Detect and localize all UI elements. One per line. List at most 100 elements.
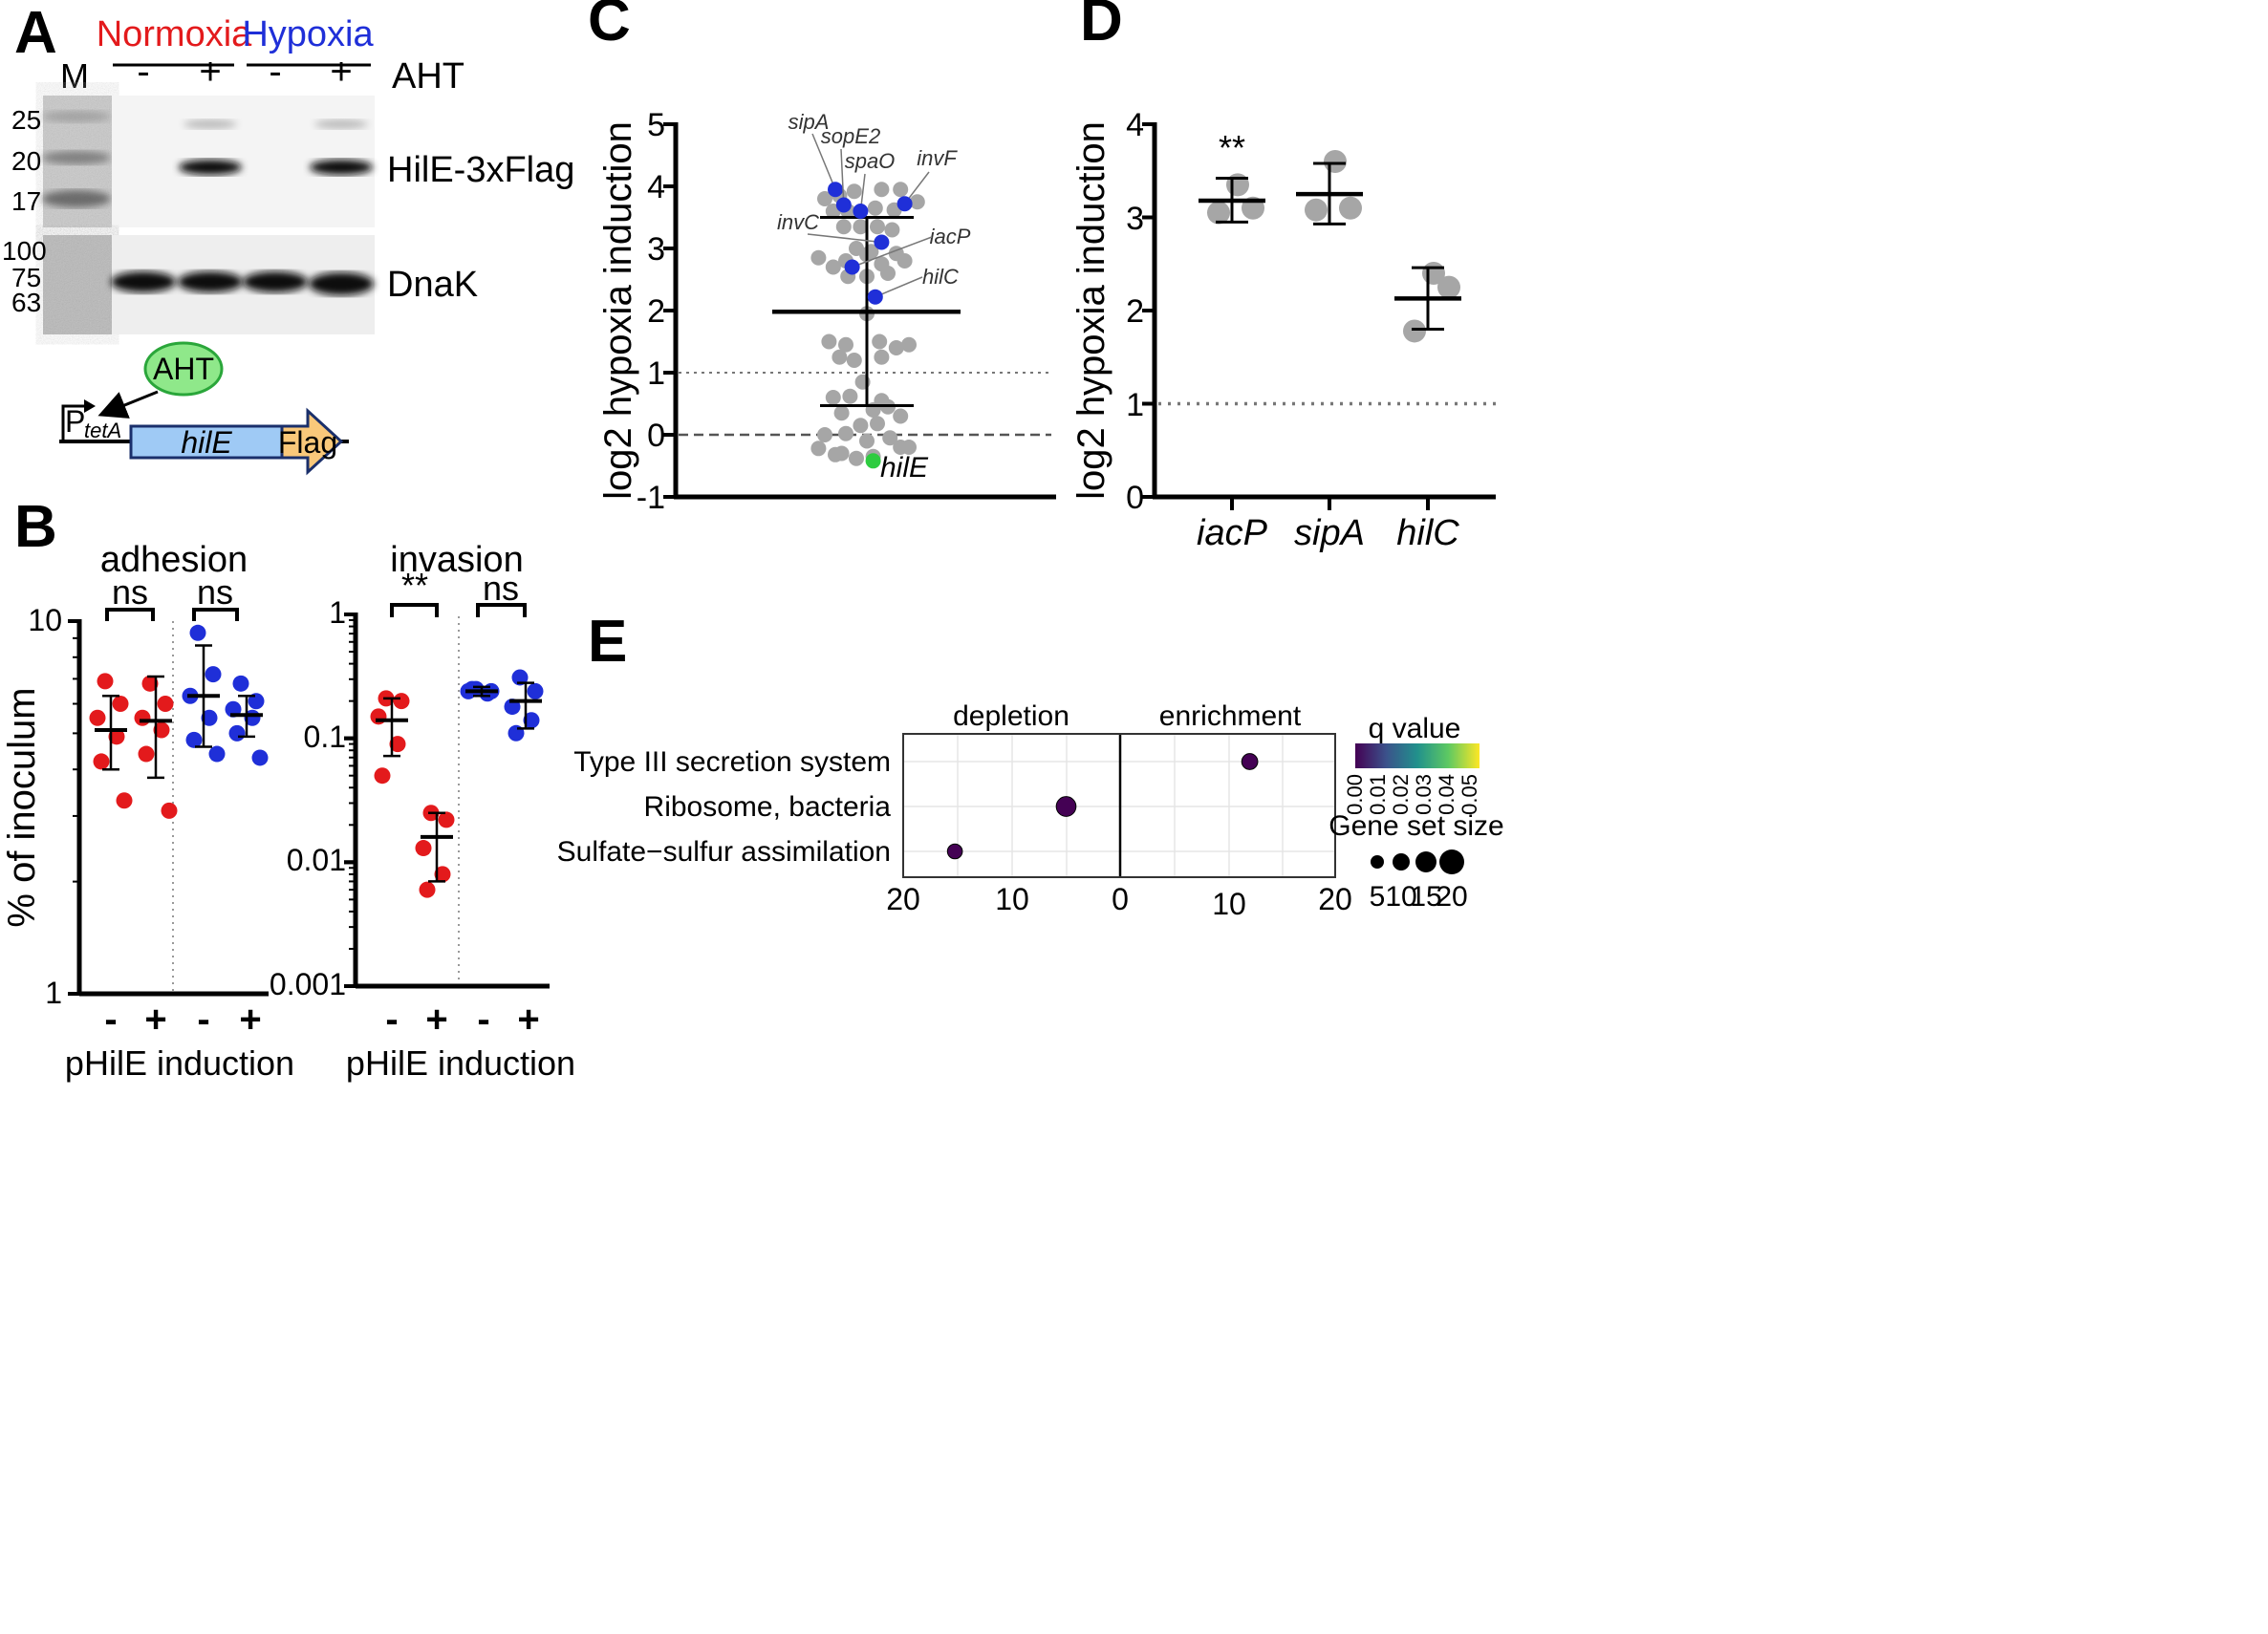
adhesion-point — [134, 709, 151, 726]
gene-label-hile: hilE — [880, 452, 929, 484]
c-point — [825, 259, 841, 275]
adhesion-xlabel: pHilE induction — [65, 1043, 294, 1083]
promoter-subscript: tetA — [84, 419, 121, 442]
adhesion-ylabel: % of inoculum — [1, 687, 43, 927]
aht-lane-label: AHT — [392, 56, 464, 97]
size-legend-title: Gene set size — [1328, 810, 1503, 842]
c-point — [810, 441, 827, 457]
adhesion-point — [97, 673, 114, 690]
invasion-ytick-1: 1 — [329, 595, 346, 630]
d-xtick-sipa: sipA — [1294, 513, 1365, 553]
q-legend-title: q value — [1369, 713, 1461, 744]
c-point — [817, 191, 832, 206]
c-point — [893, 182, 909, 198]
c-point-highlight — [896, 196, 913, 212]
adhesion-point — [112, 696, 129, 713]
aht-ellipse — [143, 341, 224, 397]
d-point — [1226, 173, 1249, 197]
panel-c-ylabel: log2 hypoxia induction — [597, 121, 639, 500]
gene-label-sope2: sopE2 — [821, 124, 880, 148]
term-sulfate: Sulfate−sulfur assimilation — [557, 836, 891, 868]
invasion-point — [393, 693, 410, 710]
adhesion-point — [93, 753, 110, 770]
promoter-label: P — [65, 404, 85, 439]
adhesion-sig-bracket-2 — [192, 608, 239, 621]
c-point — [867, 200, 883, 216]
e-point — [946, 843, 963, 860]
invasion-point — [434, 866, 451, 883]
c-point — [870, 219, 885, 235]
hypoxia-label: Hypoxia — [242, 14, 374, 54]
e-xtick-10-left: 10 — [995, 882, 1029, 916]
size-legend-label-10: 10 — [1385, 881, 1416, 913]
c-point — [901, 336, 917, 353]
d-ytick-0: 0 — [1126, 480, 1144, 516]
d-xtick-hilc: hilC — [1396, 513, 1459, 553]
adhesion-xsign-3: - — [197, 999, 209, 1041]
e-point — [1241, 753, 1259, 770]
c-point — [846, 183, 862, 200]
gene-label-hilc: hilC — [922, 265, 959, 289]
c-point — [859, 433, 875, 449]
panel-c: C log2 hypoxia induction 5 4 3 2 1 0 -1 … — [588, 0, 1056, 516]
d-point — [1305, 198, 1328, 222]
adhesion-point — [201, 709, 218, 726]
c-point — [872, 333, 888, 350]
lane-sign-3: - — [269, 51, 281, 93]
adhesion-point — [141, 675, 159, 692]
adhesion-xsign-2: + — [144, 999, 166, 1041]
c-ytick-4: 4 — [647, 169, 665, 205]
lane-sign-2: + — [199, 51, 221, 93]
c-point — [893, 440, 909, 455]
c-point — [838, 336, 853, 353]
adhesion-chart: adhesion ns ns 10 1 % of inoculum - + - … — [1, 540, 294, 1083]
invasion-point — [389, 736, 406, 753]
c-ytick-2: 2 — [647, 293, 665, 330]
invasion-xsign-2: + — [425, 999, 447, 1041]
invasion-ytick-0.01: 0.01 — [287, 843, 346, 877]
adhesion-sig-2: ns — [197, 572, 233, 612]
c-point — [884, 222, 900, 238]
d-xtick-iacp: iacP — [1197, 513, 1268, 553]
c-point — [893, 408, 909, 424]
facet-enrichment: enrichment — [1159, 700, 1302, 732]
adhesion-point — [228, 724, 246, 742]
size-legend-20 — [1439, 849, 1464, 874]
c-point — [870, 416, 885, 432]
hile-gene-box — [129, 424, 284, 460]
gene-label-invc: invC — [777, 210, 819, 234]
size-legend-label-20: 20 — [1436, 881, 1467, 913]
invasion-point — [527, 682, 544, 699]
d-point — [1437, 275, 1460, 299]
q-tick-0: 0.00 — [1343, 774, 1367, 815]
hile-gene-label: hilE — [181, 425, 232, 460]
q-tick-5: 0.05 — [1458, 774, 1481, 815]
c-point — [874, 349, 890, 365]
adhesion-xsign-4: + — [239, 999, 261, 1041]
normoxia-label: Normoxia — [97, 14, 252, 54]
construct-diagram: AHT P tetA hilE Flag — [59, 341, 349, 476]
c-point — [888, 340, 904, 355]
c-ytick-5: 5 — [647, 107, 665, 143]
d-ytick-4: 4 — [1126, 107, 1144, 143]
mw-75: 75 — [11, 263, 41, 292]
facet-depletion: depletion — [953, 700, 1069, 732]
c-point-highlight — [867, 289, 883, 305]
q-tick-3: 0.03 — [1412, 774, 1436, 815]
panel-c-letter: C — [588, 0, 631, 54]
c-point-highlight — [874, 234, 890, 250]
mw-25: 25 — [11, 105, 41, 135]
gene-label-spao: spaO — [845, 149, 896, 173]
panel-b: B adhesion ns ns 10 1 % of inoculum - + … — [1, 494, 575, 1083]
c-point-highlight — [835, 197, 852, 213]
invasion-xsign-3: - — [477, 999, 489, 1041]
c-point — [909, 194, 925, 210]
c-point-highlight — [853, 204, 869, 219]
invasion-sig-2: ns — [483, 569, 519, 608]
panel-a: A Normoxia Hypoxia M - + - + AHT 25 20 1… — [2, 0, 574, 476]
e-xtick-0: 0 — [1112, 882, 1129, 916]
mw-17: 17 — [11, 186, 41, 216]
c-point — [828, 446, 843, 462]
adhesion-point — [185, 731, 203, 748]
adhesion-point — [208, 745, 226, 763]
